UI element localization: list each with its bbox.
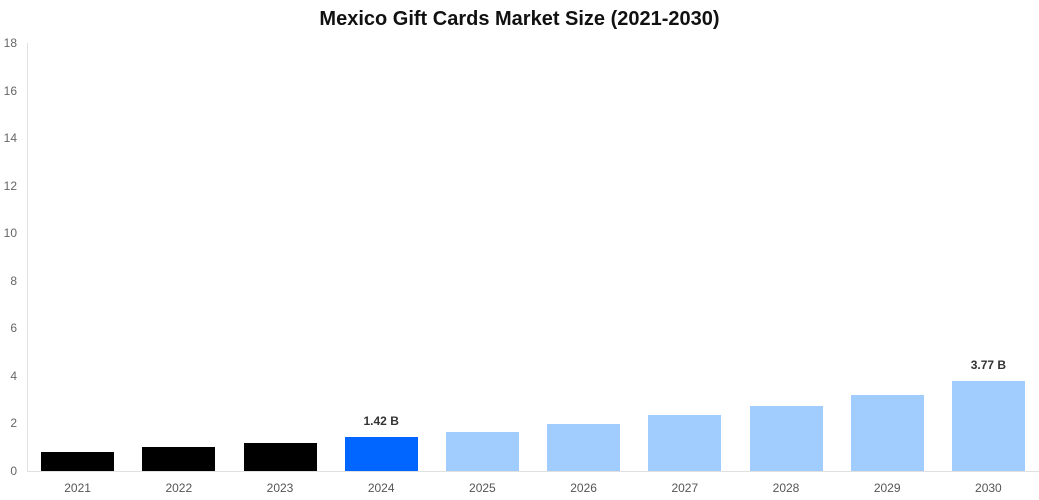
bar-2029[interactable]: [850, 394, 924, 471]
x-axis-line: [27, 471, 1039, 472]
bar-2023[interactable]: [243, 442, 317, 471]
bar-2027[interactable]: [648, 415, 722, 471]
x-tick-label: 2029: [873, 481, 901, 495]
bar-2028[interactable]: [749, 406, 823, 471]
x-tick-label: 2027: [671, 481, 699, 495]
x-tick-label: 2030: [975, 481, 1002, 495]
x-tick-label: 2025: [469, 481, 496, 495]
y-tick-label: 16: [3, 83, 17, 98]
x-tick-label: 2021: [64, 481, 91, 495]
bar-2030[interactable]: [951, 381, 1025, 471]
y-tick-label: 8: [10, 273, 17, 288]
bar-2025[interactable]: [445, 431, 519, 471]
bar-2022[interactable]: [142, 447, 216, 471]
x-tick-label: 2026: [570, 481, 597, 495]
y-tick-label: 0: [10, 464, 17, 478]
x-tick-label: 2023: [266, 481, 294, 495]
x-tick-label: 2022: [165, 481, 193, 495]
y-tick-label: 4: [10, 368, 17, 383]
bar-2021[interactable]: [41, 451, 115, 471]
chart-title: Mexico Gift Cards Market Size (2021-2030…: [319, 8, 720, 30]
y-tick-label: 14: [3, 131, 17, 146]
bar-2026[interactable]: [547, 424, 621, 471]
y-tick-label: 18: [3, 36, 17, 50]
y-axis-line: [27, 43, 28, 471]
x-tick-label: 2024: [367, 481, 395, 495]
data-label: 1.42 B: [363, 414, 399, 429]
y-tick-label: 10: [3, 226, 17, 241]
bar-2024[interactable]: [344, 437, 418, 471]
data-label: 3.77 B: [970, 358, 1007, 373]
y-tick-label: 12: [3, 178, 17, 193]
y-tick-label: 6: [10, 321, 17, 336]
x-tick-label: 2028: [772, 481, 800, 495]
y-tick-label: 2: [10, 416, 17, 431]
